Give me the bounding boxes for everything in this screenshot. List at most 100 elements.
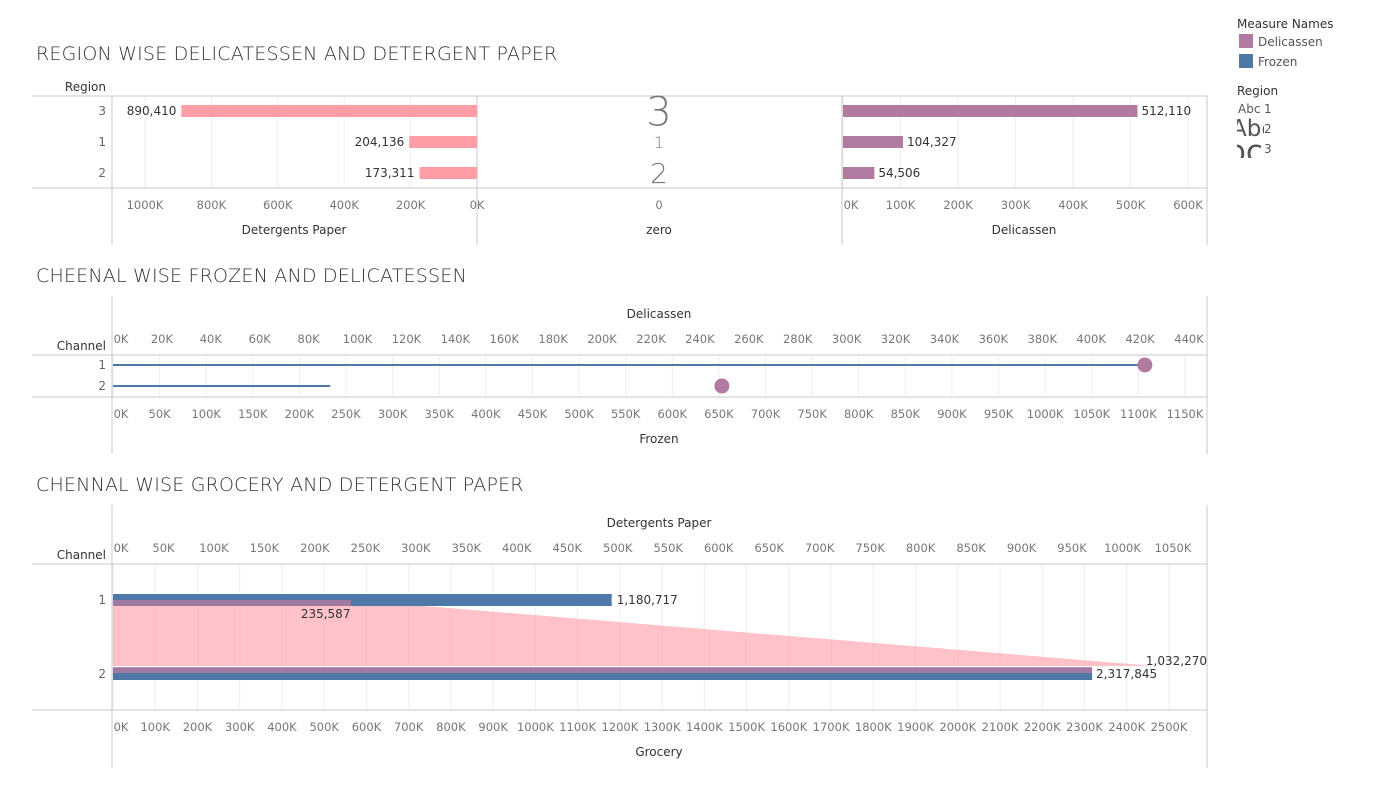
legend-item-frozen[interactable]: Frozen <box>1258 55 1297 69</box>
frozen-bottom-tick: 200K <box>285 407 315 421</box>
chart1-axis-delicassen: Delicassen <box>992 223 1057 237</box>
detergents-top-tick: 100K <box>199 541 229 555</box>
legend-swatch-delicassen[interactable] <box>1239 34 1253 48</box>
delicassen-top-tick: 440K <box>1174 332 1204 346</box>
frozen-bottom-tick: 600K <box>658 407 688 421</box>
delicassen-tick: 0K <box>844 198 859 212</box>
grocery-bottom-tick: 1000K <box>517 720 554 734</box>
delicassen-top-tick: 400K <box>1076 332 1106 346</box>
grocery-bottom-tick: 300K <box>225 720 255 734</box>
delicassen-top-tick: 280K <box>783 332 813 346</box>
frozen-bottom-tick: 950K <box>984 407 1014 421</box>
detergents-tick: 1000K <box>127 198 164 212</box>
detergents-bar <box>181 105 477 117</box>
grocery-bottom-tick: 1200K <box>601 720 638 734</box>
chart2-title: CHEENAL WISE FROZEN AND DELICATESSEN <box>36 265 467 287</box>
grocery-bottom-tick: 1800K <box>855 720 892 734</box>
delicassen-top-tick: 340K <box>930 332 960 346</box>
delicassen-tick: 200K <box>943 198 973 212</box>
delicassen-bar <box>843 136 903 148</box>
grocery-bottom-tick: 0K <box>114 720 129 734</box>
delicassen-top-tick: 100K <box>343 332 373 346</box>
zero-tick: 0 <box>655 198 662 212</box>
frozen-bottom-tick: 650K <box>704 407 734 421</box>
grocery-bottom-tick: 600K <box>352 720 382 734</box>
frozen-bottom-tick: 900K <box>937 407 967 421</box>
delicassen-top-tick: 420K <box>1125 332 1155 346</box>
detergents-top-tick: 250K <box>351 541 381 555</box>
delicassen-top-tick: 360K <box>979 332 1009 346</box>
frozen-bottom-tick: 1050K <box>1073 407 1110 421</box>
channel-row-label: 2 <box>98 667 106 681</box>
chart2-row-header: Channel <box>57 339 106 353</box>
detergents-top-tick: 150K <box>250 541 280 555</box>
detergents-bar <box>419 167 477 179</box>
detergents-top-tick: 950K <box>1057 541 1087 555</box>
legend-region-glyph-3: Abc <box>1205 134 1263 170</box>
legend-region-2[interactable]: 2 <box>1264 122 1272 136</box>
chart3-marks: 1,180,717 2,317,845 235,587 1,032,270 <box>113 593 1207 681</box>
detergents-tick: 400K <box>329 198 359 212</box>
delicassen-top-tick: 20K <box>151 332 174 346</box>
delicassen-dot <box>1137 357 1153 373</box>
detergents-tick: 600K <box>263 198 293 212</box>
legend-swatch-frozen[interactable] <box>1239 54 1253 68</box>
chart2-frame <box>32 296 1208 454</box>
delicassen-tick: 400K <box>1058 198 1088 212</box>
detergents-top-tick: 500K <box>603 541 633 555</box>
chart3-bottom-axis-title: Grocery <box>635 745 682 759</box>
chart3-row-labels: 12 <box>98 593 106 681</box>
grocery-bottom-tick: 2300K <box>1066 720 1103 734</box>
grocery-bottom-tick: 1900K <box>897 720 934 734</box>
zero-text-mark: 2 <box>650 157 668 190</box>
delicassen-top-tick: 140K <box>441 332 471 346</box>
chart2-top-axis-title: Delicassen <box>627 307 692 321</box>
detergents-top-tick: 350K <box>452 541 482 555</box>
grocery-bottom-tick: 2100K <box>982 720 1019 734</box>
delicassen-top-tick: 60K <box>249 332 272 346</box>
detergents-value-label: 235,587 <box>301 607 351 621</box>
chart1-marks: 890,410 204,136 173,311 31 2 512,110 104,327 54… <box>127 89 1191 190</box>
grocery-bottom-tick: 900K <box>478 720 508 734</box>
delicassen-tick: 100K <box>886 198 916 212</box>
frozen-bottom-tick: 1000K <box>1027 407 1064 421</box>
detergents-top-tick: 600K <box>704 541 734 555</box>
grocery-bottom-tick: 100K <box>140 720 170 734</box>
grocery-bottom-tick: 500K <box>309 720 339 734</box>
delicassen-top-tick: 260K <box>734 332 764 346</box>
frozen-bottom-tick: 0K <box>114 407 129 421</box>
grocery-bottom-tick: 2500K <box>1151 720 1188 734</box>
legend-region-1[interactable]: 1 <box>1264 102 1272 116</box>
channel-row-label: 2 <box>98 379 106 393</box>
chart1-axis-zero: zero <box>646 223 672 237</box>
detergents-bar <box>409 136 477 148</box>
frozen-bottom-tick: 400K <box>471 407 501 421</box>
legend-measure-title: Measure Names <box>1237 17 1333 31</box>
chart3-row-header: Channel <box>57 548 106 562</box>
grocery-value-label: 1,180,717 <box>617 593 678 607</box>
chart2-marks <box>113 357 1153 394</box>
delicassen-top-tick: 220K <box>636 332 666 346</box>
frozen-bottom-tick: 100K <box>191 407 221 421</box>
legend-item-delicassen[interactable]: Delicassen <box>1258 35 1323 49</box>
detergents-top-tick: 400K <box>502 541 532 555</box>
zero-text-mark: 1 <box>654 133 664 152</box>
frozen-bottom-tick: 50K <box>149 407 172 421</box>
frozen-bottom-tick: 850K <box>891 407 921 421</box>
grocery-bottom-tick: 1600K <box>770 720 807 734</box>
detergents-top-tick: 300K <box>401 541 431 555</box>
channel-row-label: 1 <box>98 593 106 607</box>
detergents-top-tick: 550K <box>653 541 683 555</box>
delicassen-top-tick: 80K <box>298 332 321 346</box>
delicassen-tick: 300K <box>1001 198 1031 212</box>
grocery-bottom-tick: 1700K <box>813 720 850 734</box>
delicassen-tick: 600K <box>1173 198 1203 212</box>
detergents-top-tick: 850K <box>956 541 986 555</box>
legend-region-3[interactable]: 3 <box>1264 142 1272 156</box>
frozen-bottom-tick: 550K <box>611 407 641 421</box>
frozen-bottom-tick: 300K <box>378 407 408 421</box>
detergents-top-tick: 50K <box>152 541 175 555</box>
delicassen-top-tick: 180K <box>538 332 568 346</box>
delicassen-top-tick: 40K <box>200 332 223 346</box>
